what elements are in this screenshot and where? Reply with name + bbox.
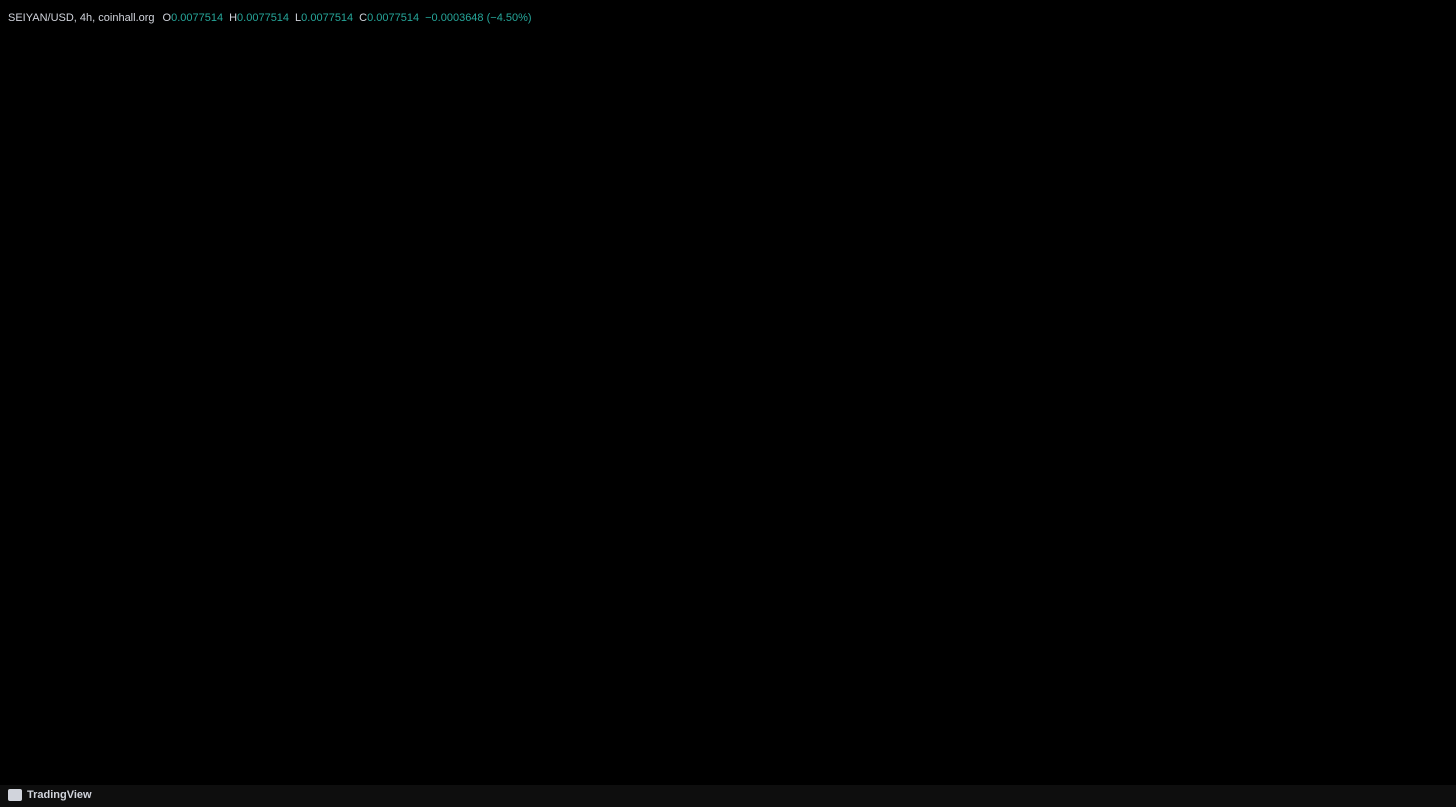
symbol: SEIYAN/USD, 4h, coinhall.org	[8, 12, 155, 24]
ohlc-legend: SEIYAN/USD, 4h, coinhall.org O0.0077514 H0…	[8, 12, 538, 24]
footer	[0, 785, 1456, 807]
brand-logo	[8, 789, 22, 801]
ohlc-key: C	[359, 12, 368, 24]
ohlc-key: L	[295, 12, 302, 24]
change: −0.0003648 (−4.50%)	[425, 12, 532, 24]
ohlc-value: 0.0077514	[301, 12, 354, 24]
ohlc-key: O	[162, 12, 172, 24]
brand: TradingView	[27, 789, 92, 801]
ohlc-value: 0.0077514	[367, 12, 420, 24]
plot-background	[0, 0, 1456, 785]
ohlc-key: H	[229, 12, 238, 24]
ohlc-value: 0.0077514	[171, 12, 224, 24]
ohlc-value: 0.0077514	[237, 12, 290, 24]
